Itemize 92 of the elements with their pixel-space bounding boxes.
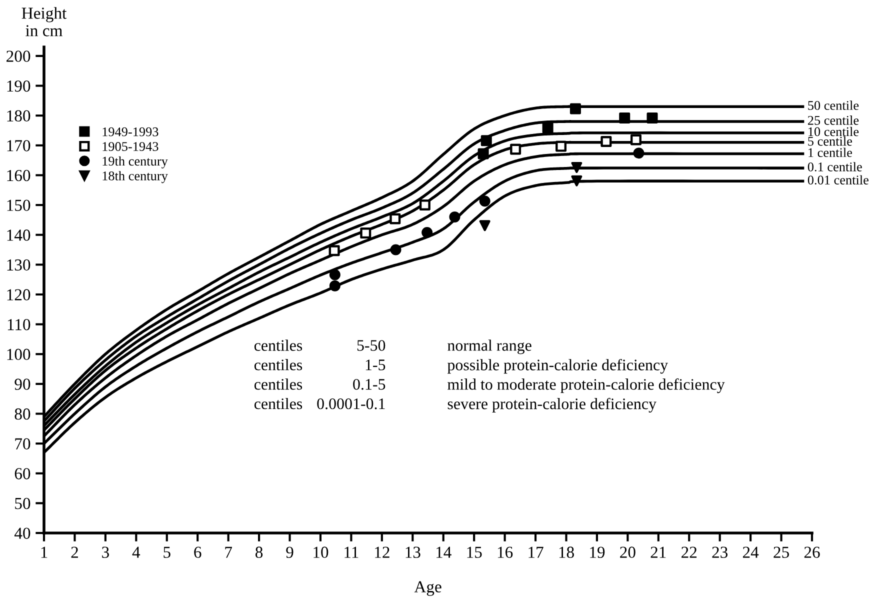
point xyxy=(510,144,522,155)
x-tick-label: 23 xyxy=(712,546,728,558)
point xyxy=(480,135,492,146)
annotation: centiles xyxy=(254,398,302,410)
point xyxy=(360,228,372,239)
point xyxy=(633,148,644,159)
point xyxy=(646,112,658,124)
point xyxy=(449,211,460,222)
y-tick-label: 180 xyxy=(7,110,30,122)
series-label: 1 centile xyxy=(808,148,852,158)
annotation: mild to moderate protein-calorie deficiency xyxy=(448,378,725,394)
y-tick-label: 90 xyxy=(14,378,30,390)
point xyxy=(422,226,433,238)
x-tick-label: 9 xyxy=(286,546,294,558)
x-tick-label: 15 xyxy=(467,546,482,558)
annotation: 0.1-5 xyxy=(353,378,386,390)
x-tick-label: 16 xyxy=(498,546,513,558)
point xyxy=(390,244,402,256)
x-tick-label: 10 xyxy=(314,546,328,558)
annotation: severe protein-calorie deficiency xyxy=(448,398,656,413)
legend-label: 18th century xyxy=(102,171,168,184)
x-tick-label: 14 xyxy=(436,546,452,558)
y-tick-label: 60 xyxy=(14,468,30,480)
point xyxy=(329,269,340,280)
y-tick-label: 100 xyxy=(7,348,30,360)
annotation: 0.0001-0.1 xyxy=(317,398,385,410)
x-tick-label: 3 xyxy=(102,546,109,558)
series-label: 5 centile xyxy=(808,136,852,146)
series-label: 10 centile xyxy=(808,126,859,136)
annotation: centiles xyxy=(254,340,302,351)
y-tick-label: 190 xyxy=(7,80,30,92)
x-tick-label: 19 xyxy=(590,546,605,558)
point xyxy=(390,213,401,224)
annotation: possible protein-calorie deficiency xyxy=(447,358,668,374)
point xyxy=(570,103,581,114)
point xyxy=(328,245,340,256)
x-tick-label: 2 xyxy=(71,546,78,558)
point xyxy=(479,220,490,232)
y-tick-label: 50 xyxy=(15,498,30,510)
series-label: 0.1 centile xyxy=(808,162,862,172)
y-axis-title: Height in cm xyxy=(22,7,67,36)
x-tick-label: 21 xyxy=(650,546,666,558)
point xyxy=(571,162,582,173)
series-label: 0.01 centile xyxy=(808,175,868,185)
y-tick-label: 110 xyxy=(8,318,30,330)
x-tick-label: 1 xyxy=(41,546,48,558)
x-tick-label: 20 xyxy=(620,546,636,558)
series-label: 50 centile xyxy=(808,100,859,110)
x-tick-label: 17 xyxy=(528,546,544,558)
x-axis-title: Age xyxy=(414,581,442,596)
x-tick-label: 24 xyxy=(742,546,759,558)
point xyxy=(600,136,612,148)
x-tick-label: 13 xyxy=(406,546,420,558)
point xyxy=(419,200,430,211)
x-tick-label: 8 xyxy=(256,546,263,558)
x-tick-label: 6 xyxy=(194,546,202,558)
annotation: normal range xyxy=(448,340,532,354)
x-tick-label: 11 xyxy=(344,546,358,558)
annotation: 1-5 xyxy=(366,360,386,370)
point xyxy=(556,140,567,152)
point xyxy=(619,112,630,124)
y-tick-label: 150 xyxy=(7,200,30,211)
annotation: 5-50 xyxy=(357,340,386,351)
point xyxy=(630,134,642,146)
point xyxy=(478,148,489,160)
annotation: centiles xyxy=(254,359,302,370)
x-tick-label: 5 xyxy=(164,546,170,558)
x-tick-label: 18 xyxy=(559,546,574,558)
y-tick-label: 40 xyxy=(14,528,30,539)
y-tick-label: 140 xyxy=(7,230,30,241)
y-tick-label: 120 xyxy=(7,289,30,300)
x-tick-label: 12 xyxy=(375,546,390,558)
x-tick-label: 22 xyxy=(682,546,697,558)
annotation: centiles xyxy=(254,378,302,390)
y-tick-label: 80 xyxy=(14,408,30,420)
point xyxy=(542,122,554,134)
y-tick-label: 170 xyxy=(7,140,30,152)
point xyxy=(479,196,490,207)
point xyxy=(329,280,340,292)
legend-label: 1949-1993 xyxy=(102,127,158,136)
y-tick-label: 160 xyxy=(7,170,30,182)
y-tick-label: 200 xyxy=(6,50,30,62)
y-tick-label: 130 xyxy=(7,259,30,271)
series-label: 25 centile xyxy=(808,116,859,125)
x-tick-label: 26 xyxy=(804,546,820,558)
point xyxy=(571,175,582,186)
legend-label: 19th century xyxy=(102,156,168,168)
x-tick-label: 25 xyxy=(774,546,789,558)
legend-label: 1905-1943 xyxy=(102,142,158,151)
y-tick-label: 70 xyxy=(15,438,30,450)
x-tick-label: 4 xyxy=(132,546,140,558)
x-tick-label: 7 xyxy=(225,546,232,558)
